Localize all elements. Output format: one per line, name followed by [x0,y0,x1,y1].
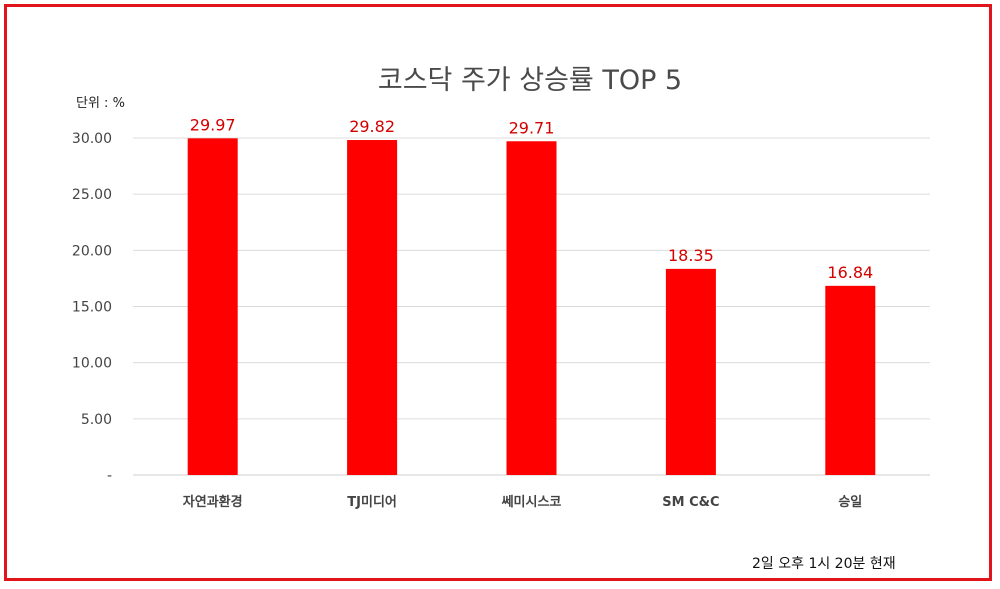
x-tick-label: 쎄미시스코 [502,494,562,510]
bar [347,140,398,475]
y-tick-label: 30.00 [72,131,112,147]
y-tick-label: 10.00 [72,356,112,372]
bar [506,141,557,475]
chart-frame [4,4,992,581]
data-label: 16.84 [827,263,873,282]
bar [665,268,716,475]
bar [187,138,238,475]
x-tick-label: 승일 [838,495,862,510]
x-tick-label: 자연과환경 [183,494,243,510]
data-label: 18.35 [668,246,714,265]
y-tick-label: 25.00 [72,187,112,203]
y-tick-label: - [107,468,112,484]
data-label: 29.97 [190,115,236,134]
data-label: 29.71 [509,118,555,137]
footnote: 2일 오후 1시 20분 현재 [752,556,896,572]
bar [825,285,876,475]
data-label: 29.82 [349,117,395,136]
x-tick-label: SM C&C [662,495,719,510]
y-tick-label: 15.00 [72,300,112,316]
y-tick-label: 5.00 [81,412,112,428]
x-tick-label: TJ미디어 [347,494,397,510]
unit-label: 단위 : % [76,96,125,111]
chart-title: 코스닥 주가 상승률 TOP 5 [377,65,683,96]
y-tick-label: 20.00 [72,243,112,259]
